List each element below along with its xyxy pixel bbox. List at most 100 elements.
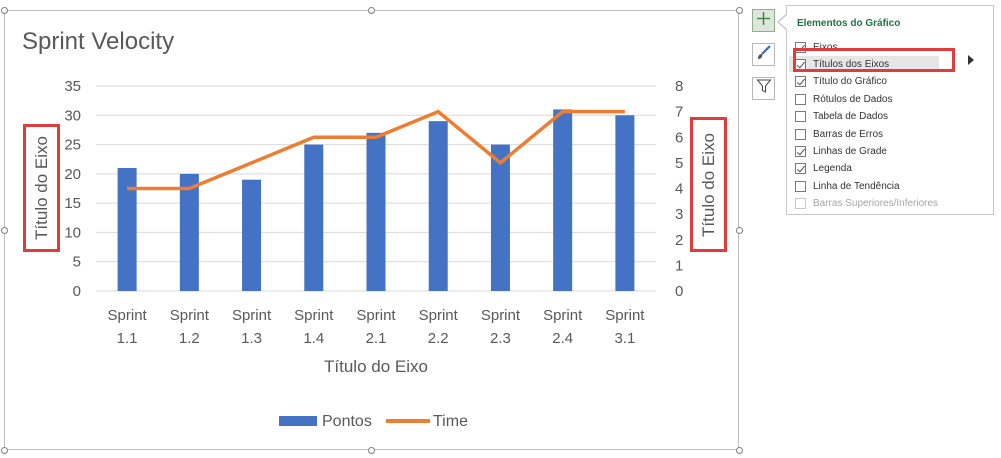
chart-element-option[interactable]: Linhas de Grade bbox=[795, 143, 887, 159]
chart-elements-button[interactable] bbox=[752, 9, 775, 32]
bar bbox=[615, 115, 635, 292]
chart-plot: 0 5 10 15 20 25 30 35 0 1 2 3 4 5 6 7 8 Sprint 1.1 Sprint 1.… bbox=[32, 78, 718, 430]
y2-tick-label: 2 bbox=[675, 232, 683, 249]
y-axis-title: Título do Eixo bbox=[32, 136, 51, 240]
x-tick-label: Sprint bbox=[232, 307, 272, 324]
chart-elements-panel: Elementos do Gráfico Eixos Títulos dos Ei… bbox=[786, 5, 994, 215]
option-label: Tabela de Dados bbox=[813, 111, 889, 123]
option-label: Barras de Erros bbox=[813, 128, 884, 140]
x-tick-label: Sprint bbox=[543, 307, 583, 324]
x-tick-label: 1.2 bbox=[179, 330, 200, 347]
x-axis-title: Título do Eixo bbox=[324, 357, 428, 376]
highlight-axis-titles-option bbox=[793, 48, 955, 72]
option-checkbox[interactable] bbox=[795, 163, 806, 175]
option-checkbox[interactable] bbox=[795, 76, 806, 88]
y2-tick-label: 5 bbox=[675, 155, 683, 172]
bar bbox=[304, 144, 324, 291]
option-checkbox[interactable] bbox=[795, 111, 806, 123]
y2-tick-label: 6 bbox=[675, 129, 683, 146]
filter-icon bbox=[755, 78, 772, 99]
y-tick-label: 0 bbox=[73, 283, 81, 300]
option-label: Títulos dos Eixos bbox=[813, 58, 890, 70]
x-tick-label: 2.1 bbox=[366, 330, 387, 347]
x-tick-label: Sprint bbox=[356, 307, 396, 324]
x-tick-label: 1.4 bbox=[303, 330, 324, 347]
chart-element-option: Barras Superiores/Inferiores bbox=[795, 196, 938, 212]
resize-handle-top-right[interactable] bbox=[736, 7, 743, 14]
bar bbox=[490, 144, 510, 291]
option-checkbox[interactable] bbox=[795, 93, 806, 105]
x-tick-label: Sprint bbox=[294, 307, 334, 324]
series-line bbox=[127, 109, 625, 191]
y2-tick-label: 8 bbox=[675, 78, 683, 95]
resize-handle-right[interactable] bbox=[736, 227, 743, 234]
option-checkbox[interactable] bbox=[795, 180, 806, 192]
option-label: Linha de Tendência bbox=[813, 180, 900, 192]
x-tick-label: Sprint bbox=[605, 307, 645, 324]
chart-styles-button[interactable] bbox=[752, 43, 775, 66]
x-tick-label: 2.3 bbox=[490, 330, 511, 347]
x-tick-label: Sprint bbox=[481, 307, 521, 324]
resize-handle-bottom-left[interactable] bbox=[1, 447, 8, 454]
chart-element-option[interactable]: Barras de Erros bbox=[795, 126, 883, 142]
paintbrush-icon bbox=[756, 44, 772, 65]
option-label: Legenda bbox=[813, 163, 852, 175]
x-tick-label: Sprint bbox=[170, 307, 210, 324]
y2-tick-label: 7 bbox=[675, 104, 683, 121]
option-checkbox[interactable] bbox=[795, 145, 806, 157]
x-tick-label: Sprint bbox=[108, 307, 148, 324]
legend-swatch-bar bbox=[279, 416, 317, 426]
y-tick-label: 20 bbox=[64, 166, 81, 183]
bar bbox=[553, 109, 573, 291]
x-tick-label: 3.1 bbox=[614, 330, 635, 347]
y2-tick-label: 3 bbox=[675, 206, 683, 223]
y-tick-label: 25 bbox=[64, 137, 81, 154]
option-label: Rótulos de Dados bbox=[813, 93, 893, 105]
chart-filters-button[interactable] bbox=[752, 77, 775, 100]
chart-element-option[interactable]: Rótulos de Dados bbox=[795, 91, 893, 107]
option-label: Barras Superiores/Inferiores bbox=[813, 198, 939, 210]
bar bbox=[428, 121, 448, 292]
option-label: Eixos bbox=[813, 41, 838, 53]
resize-handle-bottom[interactable] bbox=[368, 447, 375, 454]
submenu-arrow-icon[interactable] bbox=[968, 55, 974, 65]
plus-icon bbox=[756, 11, 771, 31]
y2-axis-title: Título do Eixo bbox=[699, 133, 718, 237]
x-tick-label: 1.1 bbox=[117, 330, 138, 347]
chart-title[interactable]: Sprint Velocity bbox=[22, 28, 175, 55]
panel-title: Elementos do Gráfico bbox=[797, 18, 901, 29]
bar bbox=[117, 168, 137, 291]
chart-element-option[interactable]: Tabela de Dados bbox=[795, 109, 888, 125]
chart-element-option[interactable]: Legenda bbox=[795, 161, 852, 177]
y2-tick-label: 0 bbox=[675, 283, 683, 300]
x-tick-label: 2.2 bbox=[428, 330, 449, 347]
resize-handle-left[interactable] bbox=[1, 227, 8, 234]
chart-element-option[interactable]: Linha de Tendência bbox=[795, 178, 900, 194]
resize-handle-top-left[interactable] bbox=[1, 7, 8, 14]
chart-element-option[interactable]: Eixos bbox=[795, 39, 837, 55]
resize-handle-top[interactable] bbox=[368, 7, 375, 14]
option-label: Linhas de Grade bbox=[813, 145, 887, 157]
highlight-left-axis-title bbox=[23, 124, 60, 252]
option-checkbox[interactable] bbox=[795, 41, 806, 53]
bar bbox=[242, 179, 262, 291]
bar bbox=[179, 173, 199, 291]
highlight-right-axis-title bbox=[690, 117, 727, 252]
y-tick-label: 30 bbox=[64, 107, 81, 124]
bar bbox=[366, 132, 386, 291]
legend-label: Pontos bbox=[322, 413, 372, 430]
chart-element-option[interactable]: Título do Gráfico bbox=[795, 74, 887, 90]
x-tick-label: Sprint bbox=[419, 307, 459, 324]
y-tick-label: 5 bbox=[73, 254, 81, 271]
x-tick-label: 2.4 bbox=[552, 330, 573, 347]
option-checkbox[interactable] bbox=[795, 128, 806, 140]
option-label: Título do Gráfico bbox=[813, 76, 887, 88]
y2-tick-label: 4 bbox=[675, 181, 683, 198]
resize-handle-bottom-right[interactable] bbox=[736, 447, 743, 454]
y-tick-label: 35 bbox=[64, 78, 81, 95]
x-tick-label: 1.3 bbox=[241, 330, 262, 347]
y2-tick-label: 1 bbox=[675, 257, 683, 274]
y-tick-label: 10 bbox=[64, 224, 81, 241]
legend-label: Time bbox=[433, 413, 468, 430]
option-checkbox bbox=[795, 198, 806, 210]
